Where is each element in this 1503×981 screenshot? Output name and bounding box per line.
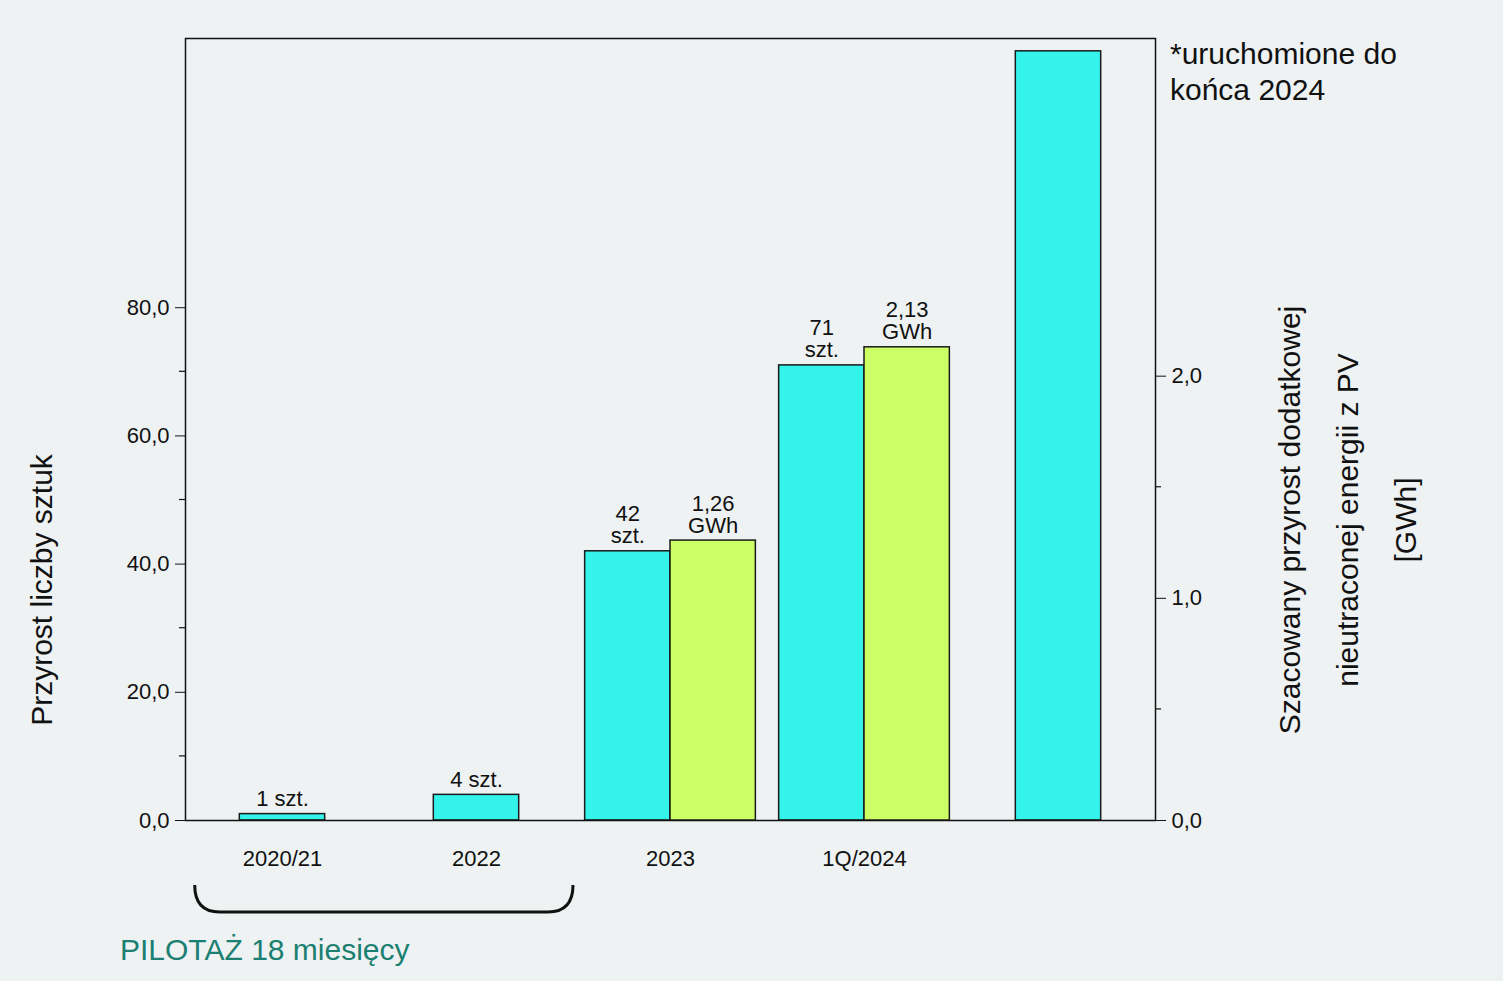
svg-text:0,0: 0,0 xyxy=(1172,808,1203,833)
svg-text:1,0: 1,0 xyxy=(1172,585,1203,610)
svg-text:42szt.: 42szt. xyxy=(611,501,645,548)
svg-text:Szacowany przyrost dodatkowej: Szacowany przyrost dodatkowej xyxy=(1273,306,1306,735)
svg-text:nieutraconej energii z PV: nieutraconej energii z PV xyxy=(1331,353,1364,687)
svg-text:4 szt.: 4 szt. xyxy=(450,767,503,792)
svg-text:2,13GWh: 2,13GWh xyxy=(882,297,932,344)
svg-text:1,26GWh: 1,26GWh xyxy=(688,491,738,538)
svg-text:PILOTAŻ 18 miesięcy: PILOTAŻ 18 miesięcy xyxy=(120,933,410,966)
svg-text:80,0: 80,0 xyxy=(127,295,170,320)
svg-text:1 szt.: 1 szt. xyxy=(256,786,309,811)
svg-text:2020/21: 2020/21 xyxy=(243,846,323,871)
svg-text:2,0: 2,0 xyxy=(1172,363,1203,388)
svg-text:40,0: 40,0 xyxy=(127,551,170,576)
svg-text:końca 2024: końca 2024 xyxy=(1170,73,1325,106)
svg-text:2022: 2022 xyxy=(452,846,501,871)
svg-text:60,0: 60,0 xyxy=(127,423,170,448)
svg-text:Przyrost liczby sztuk: Przyrost liczby sztuk xyxy=(25,453,58,726)
svg-text:1Q/2024: 1Q/2024 xyxy=(822,846,906,871)
svg-text:71szt.: 71szt. xyxy=(805,315,839,362)
svg-text:0,0: 0,0 xyxy=(139,808,170,833)
svg-text:2023: 2023 xyxy=(646,846,695,871)
svg-text:20,0: 20,0 xyxy=(127,679,170,704)
svg-text:*uruchomione do: *uruchomione do xyxy=(1170,37,1397,70)
svg-text:[GWh]: [GWh] xyxy=(1389,477,1422,562)
